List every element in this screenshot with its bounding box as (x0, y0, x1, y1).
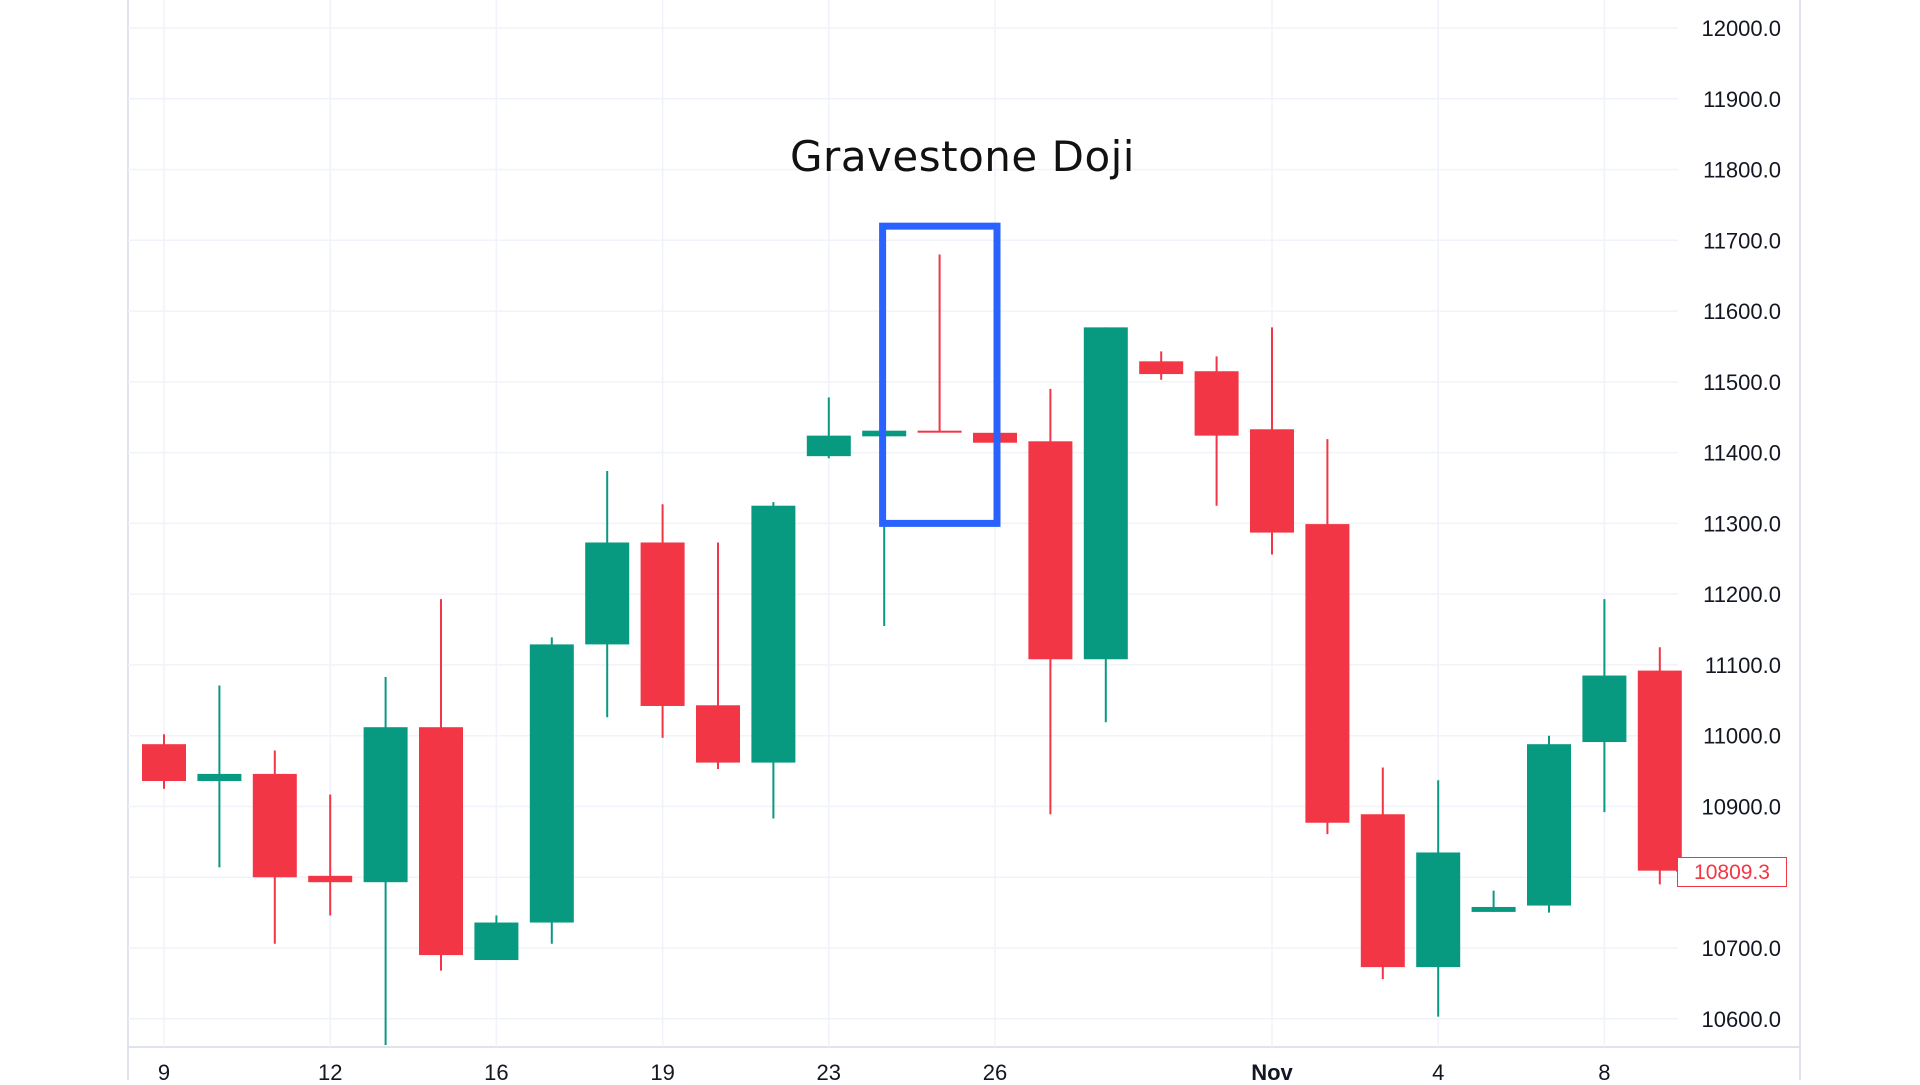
price-axis-tick: 11300.0 (1703, 511, 1781, 536)
price-axis-tick: 11800.0 (1703, 158, 1781, 183)
price-axis-tick: 10900.0 (1701, 794, 1781, 819)
candle-body[interactable] (419, 727, 463, 956)
price-axis-tick: 11000.0 (1703, 724, 1781, 749)
highlight-box (879, 222, 1001, 527)
candle-body[interactable] (1305, 524, 1350, 823)
candle-body[interactable] (806, 435, 851, 457)
time-axis-tick: 12 (318, 1060, 342, 1080)
price-axis-tick: 11600.0 (1703, 299, 1781, 324)
candle-body[interactable] (1416, 852, 1461, 968)
candle-body[interactable] (1527, 744, 1571, 906)
candle-body[interactable] (585, 542, 630, 645)
candle-body[interactable] (142, 744, 186, 781)
price-axis-tick: 11500.0 (1703, 370, 1781, 395)
last-price-label: 10809.3 (1677, 857, 1787, 887)
candle-body[interactable] (751, 505, 796, 763)
candle-body[interactable] (1582, 675, 1627, 743)
candle-body[interactable] (529, 644, 574, 923)
price-axis-tick: 11200.0 (1703, 582, 1781, 607)
price-axis-tick: 11700.0 (1703, 228, 1781, 253)
candle-body[interactable] (1250, 429, 1294, 533)
candle-body[interactable] (474, 922, 519, 961)
candle-body[interactable] (1194, 371, 1239, 436)
candle-body[interactable] (917, 430, 962, 433)
time-axis-tick: 8 (1598, 1060, 1610, 1080)
candle-body[interactable] (640, 542, 685, 706)
price-axis-tick: 10700.0 (1701, 936, 1781, 961)
candle-body[interactable] (1637, 670, 1682, 871)
time-axis-tick: 19 (650, 1060, 674, 1080)
price-axis-tick: 12000.0 (1701, 16, 1781, 41)
candle-body[interactable] (1471, 906, 1516, 912)
time-axis-tick: 4 (1432, 1060, 1444, 1080)
time-axis-tick: 26 (983, 1060, 1007, 1080)
annotation-title: Gravestone Doji (790, 132, 1135, 181)
candle-body[interactable] (197, 773, 242, 781)
candle-body[interactable] (1139, 361, 1184, 375)
price-axis-tick: 11900.0 (1703, 87, 1781, 112)
price-axis-tick: 10600.0 (1701, 1007, 1781, 1032)
candle-body[interactable] (1028, 441, 1073, 660)
time-axis-tick: 16 (484, 1060, 508, 1080)
candle-body[interactable] (363, 727, 408, 883)
time-axis-tick: Nov (1251, 1060, 1293, 1080)
time-axis-tick: 9 (158, 1060, 170, 1080)
candle-body[interactable] (1360, 814, 1405, 968)
price-axis-tick: 11100.0 (1705, 653, 1781, 678)
candle-body[interactable] (696, 705, 740, 763)
candle-body[interactable] (252, 773, 297, 878)
time-axis-tick: 23 (817, 1060, 841, 1080)
candle-body[interactable] (308, 875, 353, 883)
candle-body[interactable] (1083, 327, 1128, 660)
price-axis-tick: 11400.0 (1703, 441, 1781, 466)
